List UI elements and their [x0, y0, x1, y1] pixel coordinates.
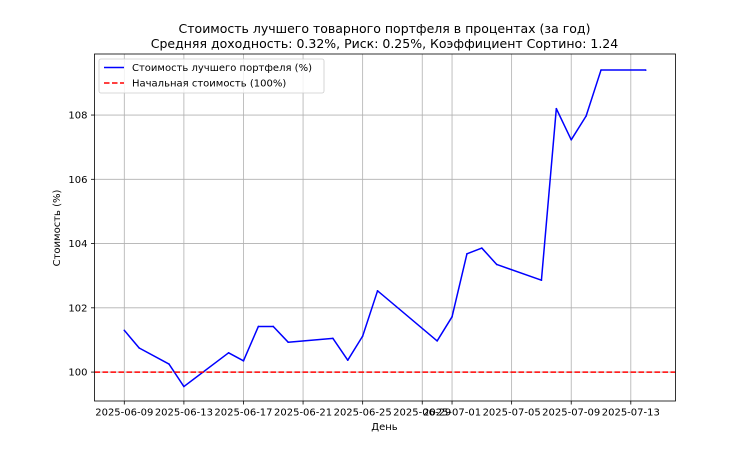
portfolio-data-point [138, 347, 140, 349]
portfolio-data-point [227, 352, 230, 354]
portfolio-data-point [242, 360, 245, 362]
x-tick-label: 2025-07-05 [483, 408, 541, 419]
portfolio-data-point [123, 329, 126, 332]
portfolio-data-point [257, 325, 260, 328]
plot-area-frame [94, 53, 676, 402]
x-tick-label: 2025-07-13 [602, 408, 660, 419]
grid [94, 54, 676, 401]
x-tick-label: 2025-06-29 [393, 408, 451, 419]
portfolio-data-point [168, 363, 170, 365]
x-axis-label: День [371, 422, 398, 433]
portfolio-data-point [183, 385, 185, 388]
legend-label-portfolio: Стоимость лучшего портфеля (%) [132, 63, 312, 74]
portfolio-data-point [287, 341, 289, 344]
x-tick-label: 2025-06-09 [95, 408, 153, 419]
x-tick-label: 2025-06-13 [155, 408, 213, 419]
portfolio-data-point [376, 289, 379, 292]
portfolio-series-line [123, 69, 646, 388]
x-tick-label: 2025-06-25 [334, 408, 392, 419]
portfolio-data-point [451, 316, 453, 318]
y-axis-label: Стоимость (%) [52, 190, 63, 267]
portfolio-data-point [644, 69, 647, 71]
legend: Стоимость лучшего портфеля (%) Начальная… [98, 58, 325, 94]
x-tick-label: 2025-06-17 [214, 408, 272, 419]
chart-title: Стоимость лучшего товарного портфеля в п… [179, 21, 591, 36]
chart-subtitle: Средняя доходность: 0.32%, Риск: 0.25%, … [151, 36, 618, 51]
portfolio-data-point [585, 115, 587, 117]
portfolio-data-point [600, 69, 602, 71]
x-tick-label: 2025-07-01 [423, 408, 481, 419]
x-axis-ticks: 2025-06-09 2025-06-13 2025-06-17 2025-06-21… [95, 401, 660, 419]
y-tick-label: 104 [68, 239, 87, 250]
y-tick-label: 100 [68, 368, 87, 379]
portfolio-data-point [332, 337, 334, 340]
legend-box [98, 58, 325, 94]
y-tick-label: 108 [68, 111, 87, 122]
portfolio-data-point [540, 279, 543, 281]
portfolio-data-point [481, 247, 483, 249]
portfolio-data-point [555, 107, 558, 110]
portfolio-data-point [466, 253, 468, 255]
portfolio-data-point [361, 335, 364, 337]
portfolio-data-point [346, 359, 349, 361]
legend-label-baseline: Начальная стоимость (100%) [132, 79, 286, 90]
y-tick-label: 106 [68, 175, 87, 186]
x-tick-label: 2025-07-09 [542, 408, 600, 419]
portfolio-data-point [436, 340, 438, 342]
series-layer [94, 69, 676, 388]
portfolio-data-point [570, 138, 573, 141]
portfolio-data-point [272, 325, 275, 328]
y-tick-label: 102 [68, 303, 87, 314]
x-tick-label: 2025-06-21 [274, 408, 332, 419]
y-axis-ticks: 100 102 104 106 108 [68, 111, 95, 379]
portfolio-data-point [495, 263, 498, 266]
